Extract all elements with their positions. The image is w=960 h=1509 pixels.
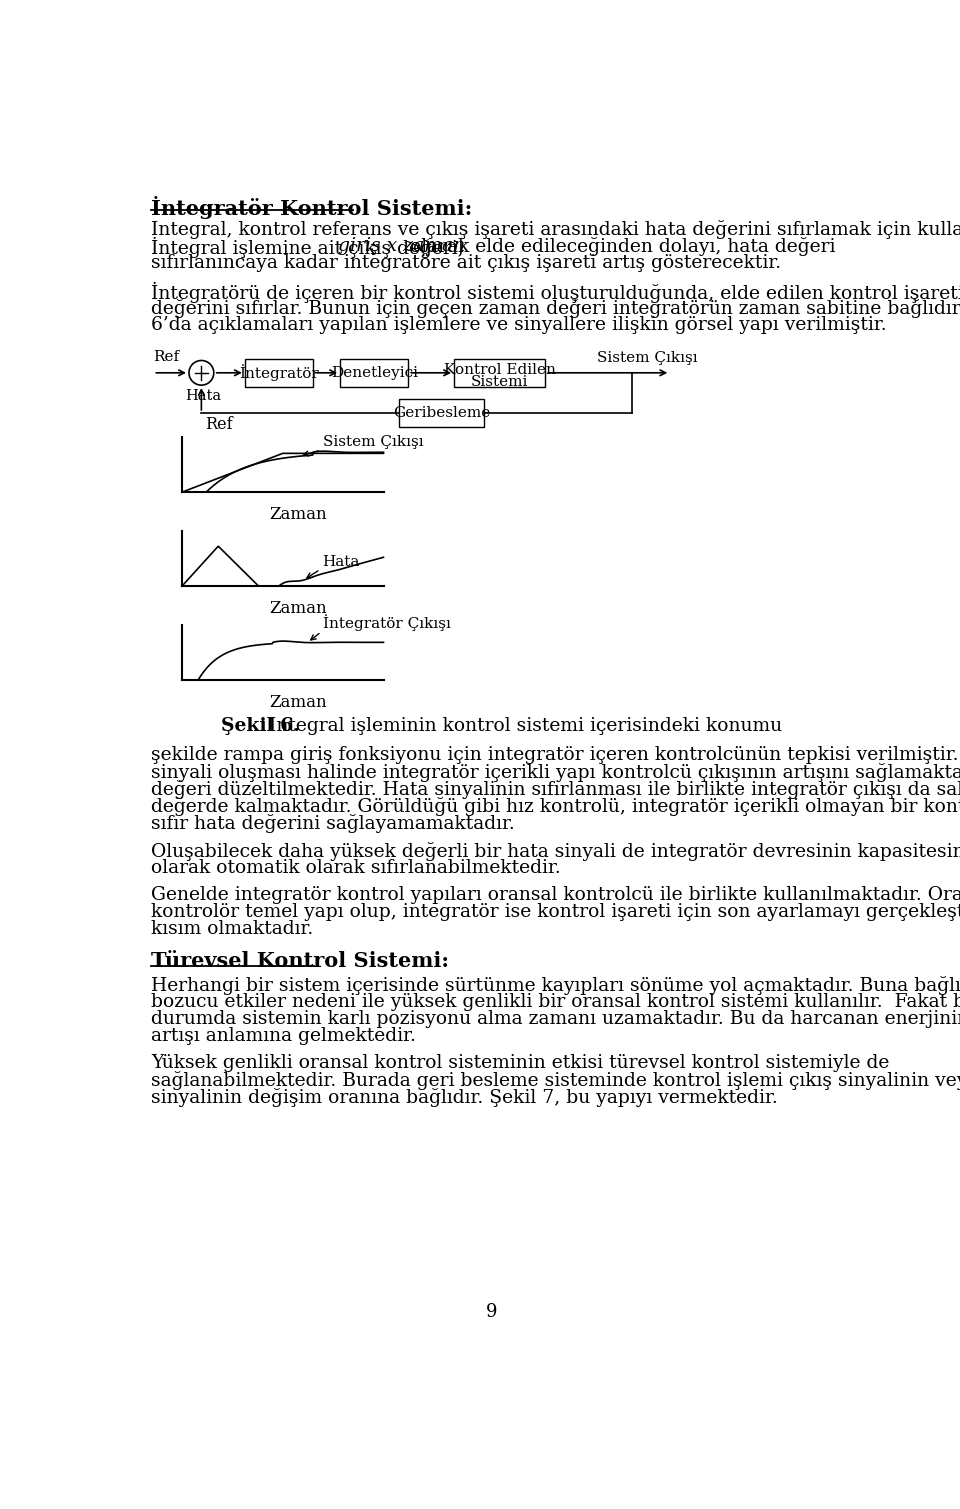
- Text: İntegral işlemine ait çıkış değeri,: İntegral işlemine ait çıkış değeri,: [151, 237, 469, 258]
- Text: şekilde rampa giriş fonksiyonu için integratör içeren kontrolcünün tepkisi veril: şekilde rampa giriş fonksiyonu için inte…: [151, 747, 960, 764]
- Text: Zaman: Zaman: [270, 601, 327, 617]
- Text: sinyali oluşması halinde integratör içerikli yapı kontrolcü çıkışının artışını s: sinyali oluşması halinde integratör içer…: [151, 764, 960, 782]
- Text: Zaman: Zaman: [270, 694, 327, 711]
- Text: Hata: Hata: [185, 389, 221, 403]
- Text: İntegratör Kontrol Sistemi:: İntegratör Kontrol Sistemi:: [151, 196, 472, 219]
- Text: Kontrol Edilen: Kontrol Edilen: [444, 362, 556, 377]
- FancyBboxPatch shape: [454, 359, 545, 386]
- Text: Integral, kontrol referans ve çıkış işareti arasındaki hata değerini sıfırlamak : Integral, kontrol referans ve çıkış işar…: [151, 220, 960, 240]
- Text: değerde kalmaktadır. Görüldüğü gibi hız kontrolü, integratör içerikli olmayan bi: değerde kalmaktadır. Görüldüğü gibi hız …: [151, 797, 960, 816]
- Text: kısım olmaktadır.: kısım olmaktadır.: [151, 920, 313, 939]
- Text: artışı anlamına gelmektedir.: artışı anlamına gelmektedir.: [151, 1026, 416, 1044]
- Text: İntegratör Çıkışı: İntegratör Çıkışı: [323, 614, 451, 631]
- Text: Denetleyici: Denetleyici: [330, 365, 418, 380]
- Text: Oluşabilecek daha yüksek değerli bir hata sinyali de integratör devresinin kapas: Oluşabilecek daha yüksek değerli bir hat…: [151, 842, 960, 860]
- Text: Sistem Çıkışı: Sistem Çıkışı: [596, 352, 697, 365]
- Text: olarak otomatik olarak sıfırlanabilmektedir.: olarak otomatik olarak sıfırlanabilmekte…: [151, 859, 561, 877]
- Text: durumda sistemin karlı pozisyonu alma zamanı uzamaktadır. Bu da harcanan enerjin: durumda sistemin karlı pozisyonu alma za…: [151, 1010, 960, 1028]
- Text: değeri düzeltilmektedir. Hata sinyalinin sıfırlanması ile birlikte integratör çı: değeri düzeltilmektedir. Hata sinyalinin…: [151, 780, 960, 800]
- Text: sıfırlanıncaya kadar integratöre ait çıkış işareti artış gösterecektir.: sıfırlanıncaya kadar integratöre ait çık…: [151, 254, 781, 272]
- Text: Genelde integratör kontrol yapıları oransal kontrolcü ile birlikte kullanılmakta: Genelde integratör kontrol yapıları oran…: [151, 886, 960, 904]
- Text: Integral işleminin kontrol sistemi içerisindeki konumu: Integral işleminin kontrol sistemi içeri…: [263, 717, 782, 735]
- Text: Sistemi: Sistemi: [471, 376, 528, 389]
- FancyBboxPatch shape: [399, 398, 484, 427]
- Text: sinyalinin değişim oranına bağlıdır. Şekil 7, bu yapıyı vermektedir.: sinyalinin değişim oranına bağlıdır. Şek…: [151, 1088, 778, 1108]
- Text: Şekil 6.: Şekil 6.: [221, 717, 300, 735]
- Text: Türevsel Kontrol Sistemi:: Türevsel Kontrol Sistemi:: [151, 951, 449, 972]
- Text: olarak elde edileceğinden dolayı, hata değeri: olarak elde edileceğinden dolayı, hata d…: [404, 237, 835, 257]
- Text: Zaman: Zaman: [270, 506, 327, 524]
- Text: 6’da açıklamaları yapılan işlemlere ve sinyallere ilişkin görsel yapı verilmişti: 6’da açıklamaları yapılan işlemlere ve s…: [151, 315, 887, 333]
- Text: giriş x zaman: giriş x zaman: [339, 237, 466, 255]
- Text: Herhangi bir sistem içerisinde sürtünme kayıpları sönüme yol açmaktadır. Buna ba: Herhangi bir sistem içerisinde sürtünme …: [151, 976, 960, 994]
- Text: Hata: Hata: [322, 555, 359, 569]
- Text: 9: 9: [487, 1304, 497, 1322]
- Text: Ref: Ref: [154, 350, 180, 364]
- Text: bozucu etkiler nedeni ile yüksek genlikli bir oransal kontrol sistemi kullanılır: bozucu etkiler nedeni ile yüksek genlikl…: [151, 993, 960, 1011]
- Text: İntegratörü de içeren bir kontrol sistemi oluşturulduğunda, elde edilen kontrol : İntegratörü de içeren bir kontrol sistem…: [151, 282, 960, 303]
- Text: sağlanabilmektedir. Burada geri besleme sisteminde kontrol işlemi çıkış sinyalin: sağlanabilmektedir. Burada geri besleme …: [151, 1071, 960, 1089]
- Text: sıfır hata değerini sağlayamamaktadır.: sıfır hata değerini sağlayamamaktadır.: [151, 813, 515, 833]
- Text: Ref: Ref: [205, 416, 233, 433]
- FancyBboxPatch shape: [245, 359, 313, 386]
- Text: değerini sıfırlar. Bunun için geçen zaman değeri integratörün zaman sabitine bağ: değerini sıfırlar. Bunun için geçen zama…: [151, 299, 960, 318]
- Text: Yüksek genlikli oransal kontrol sisteminin etkisi türevsel kontrol sistemiyle de: Yüksek genlikli oransal kontrol sistemin…: [151, 1055, 889, 1073]
- Text: Sistem Çıkışı: Sistem Çıkışı: [323, 435, 423, 450]
- Text: kontrolör temel yapı olup, integratör ise kontrol işareti için son ayarlamayı ge: kontrolör temel yapı olup, integratör is…: [151, 904, 960, 922]
- Text: İntegratör: İntegratör: [239, 364, 319, 382]
- FancyBboxPatch shape: [340, 359, 408, 386]
- Text: Geribesleme: Geribesleme: [393, 406, 491, 420]
